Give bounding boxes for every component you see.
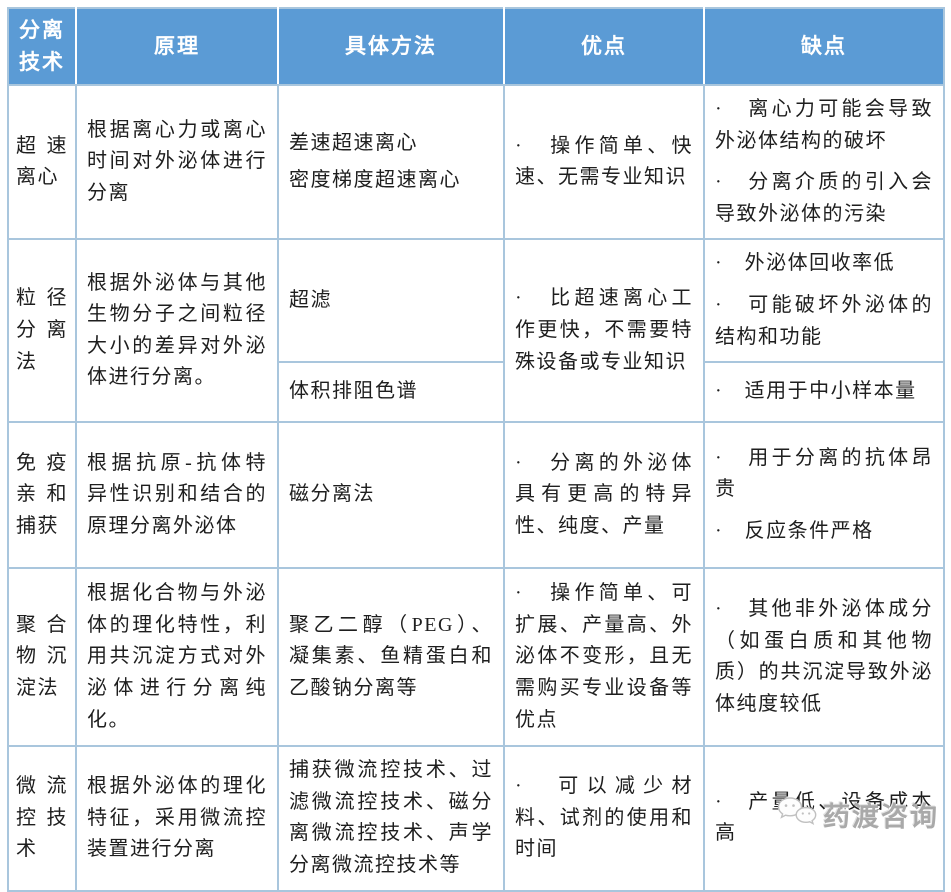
- cell-technique: 微流控技术: [7, 745, 77, 892]
- table-subrow: 体积排阻色谱 · 适用于中小样本量: [8, 361, 945, 424]
- cell-methods: 差速超速离心 密度梯度超速离心: [277, 83, 505, 241]
- method-item: 密度梯度超速离心: [289, 169, 461, 192]
- advantage-item: · 操作简单、可扩展、产量高、外泌体不变形，且无需购买专业设备等优点: [515, 582, 693, 731]
- table-row: 聚合物沉淀法 根据化合物与外泌体的理化特性，利用共沉淀方式对外泌体进行分离纯化。…: [7, 567, 945, 748]
- method-item: 磁分离法: [289, 483, 375, 506]
- cell-technique: 免疫亲和捕获: [7, 421, 77, 570]
- advantage-item: · 分离的外泌体具有更高的特异性、纯度、产量: [515, 451, 693, 537]
- header-cell-disadvantages: 缺点: [703, 7, 945, 86]
- header-cell-methods: 具体方法: [277, 7, 505, 86]
- disadvantage-item: · 分离介质的引入会导致外泌体的污染: [715, 171, 933, 225]
- header-cell-principle: 原理: [75, 7, 279, 86]
- disadvantage-item: · 外泌体回收率低: [715, 252, 896, 275]
- table-header-row: 分离技术 原理 具体方法 优点 缺点: [7, 7, 945, 86]
- cell-methods: 聚乙二醇（PEG）、凝集素、鱼精蛋白和乙酸钠分离等: [277, 567, 505, 748]
- cell-disadvantages: · 适用于中小样本量: [703, 361, 945, 424]
- disadvantage-item: · 反应条件严格: [715, 519, 874, 542]
- advantage-item: · 比超速离心工作更快，不需要特殊设备或专业知识: [515, 287, 693, 373]
- cell-methods: 超滤: [277, 238, 505, 364]
- cell-disadvantages: · 其他非外泌体成分（如蛋白质和其他物质）的共沉淀导致外泌体纯度较低: [703, 567, 945, 748]
- cell-principle: 根据化合物与外泌体的理化特性，利用共沉淀方式对外泌体进行分离纯化。: [75, 567, 279, 748]
- cell-advantages: · 操作简单、快速、无需专业知识: [503, 83, 705, 241]
- method-item: 体积排阻色谱: [289, 380, 418, 403]
- cell-methods: 捕获微流控技术、过滤微流控技术、磁分离微流控技术、声学分离微流控技术等: [277, 745, 505, 892]
- exosome-separation-table: 分离技术 原理 具体方法 优点 缺点 超速离心 根据离心力或离心时间对外泌体进行…: [7, 7, 945, 892]
- method-item: 超滤: [289, 288, 332, 311]
- cell-disadvantages: · 离心力可能会导致外泌体结构的破坏 · 分离介质的引入会导致外泌体的污染: [703, 83, 945, 241]
- disadvantage-item: · 用于分离的抗体昂贵: [715, 446, 933, 501]
- cell-principle: 根据离心力或离心时间对外泌体进行分离: [75, 83, 279, 241]
- cell-technique: 聚合物沉淀法: [7, 567, 77, 748]
- disadvantage-item: · 产量低、设备成本高: [715, 790, 933, 845]
- cell-disadvantages: · 外泌体回收率低 · 可能破坏外泌体的结构和功能: [703, 238, 945, 364]
- method-item: 捕获微流控技术、过滤微流控技术、磁分离微流控技术、声学分离微流控技术等: [289, 759, 493, 876]
- table-row: 免疫亲和捕获 根据抗原-抗体特异性识别和结合的原理分离外泌体 磁分离法 · 分离…: [7, 421, 945, 570]
- cell-methods: 体积排阻色谱: [277, 361, 505, 424]
- cell-technique: 超速离心: [7, 83, 77, 241]
- table-row: 超速离心 根据离心力或离心时间对外泌体进行分离 差速超速离心 密度梯度超速离心 …: [7, 83, 945, 241]
- advantage-item: · 操作简单、快速、无需专业知识: [515, 134, 693, 189]
- cell-advantages: · 可以减少材料、试剂的使用和时间: [503, 745, 705, 892]
- cell-disadvantages: · 用于分离的抗体昂贵 · 反应条件严格: [703, 421, 945, 570]
- cell-principle: 根据外泌体的理化特征，采用微流控装置进行分离: [75, 745, 279, 892]
- cell-advantages: · 比超速离心工作更快，不需要特殊设备或专业知识: [503, 238, 705, 424]
- cell-principle: 根据抗原-抗体特异性识别和结合的原理分离外泌体: [75, 421, 279, 570]
- disadvantage-item: · 适用于中小样本量: [715, 380, 917, 403]
- disadvantage-item: · 离心力可能会导致外泌体结构的破坏: [715, 98, 933, 152]
- cell-advantages: · 分离的外泌体具有更高的特异性、纯度、产量: [503, 421, 705, 570]
- cell-methods: 磁分离法: [277, 421, 505, 570]
- method-item: 聚乙二醇（PEG）、凝集素、鱼精蛋白和乙酸钠分离等: [289, 613, 493, 699]
- advantage-item: · 可以减少材料、试剂的使用和时间: [515, 774, 693, 861]
- method-item: 差速超速离心: [289, 131, 418, 154]
- cell-technique: 粒径分离法: [7, 238, 77, 424]
- cell-advantages: · 操作简单、可扩展、产量高、外泌体不变形，且无需购买专业设备等优点: [503, 567, 705, 748]
- disadvantage-item: · 可能破坏外泌体的结构和功能: [715, 293, 933, 348]
- header-cell-advantages: 优点: [503, 7, 705, 86]
- table-row: 微流控技术 根据外泌体的理化特征，采用微流控装置进行分离 捕获微流控技术、过滤微…: [7, 745, 945, 892]
- cell-disadvantages: · 产量低、设备成本高: [703, 745, 945, 892]
- header-cell-technique: 分离技术: [7, 7, 77, 86]
- disadvantage-item: · 其他非外泌体成分（如蛋白质和其他物质）的共沉淀导致外泌体纯度较低: [715, 597, 933, 715]
- cell-principle: 根据外泌体与其他生物分子之间粒径大小的差异对外泌体进行分离。: [75, 238, 279, 424]
- table-row: 粒径分离法 根据外泌体与其他生物分子之间粒径大小的差异对外泌体进行分离。 超滤 …: [7, 238, 945, 424]
